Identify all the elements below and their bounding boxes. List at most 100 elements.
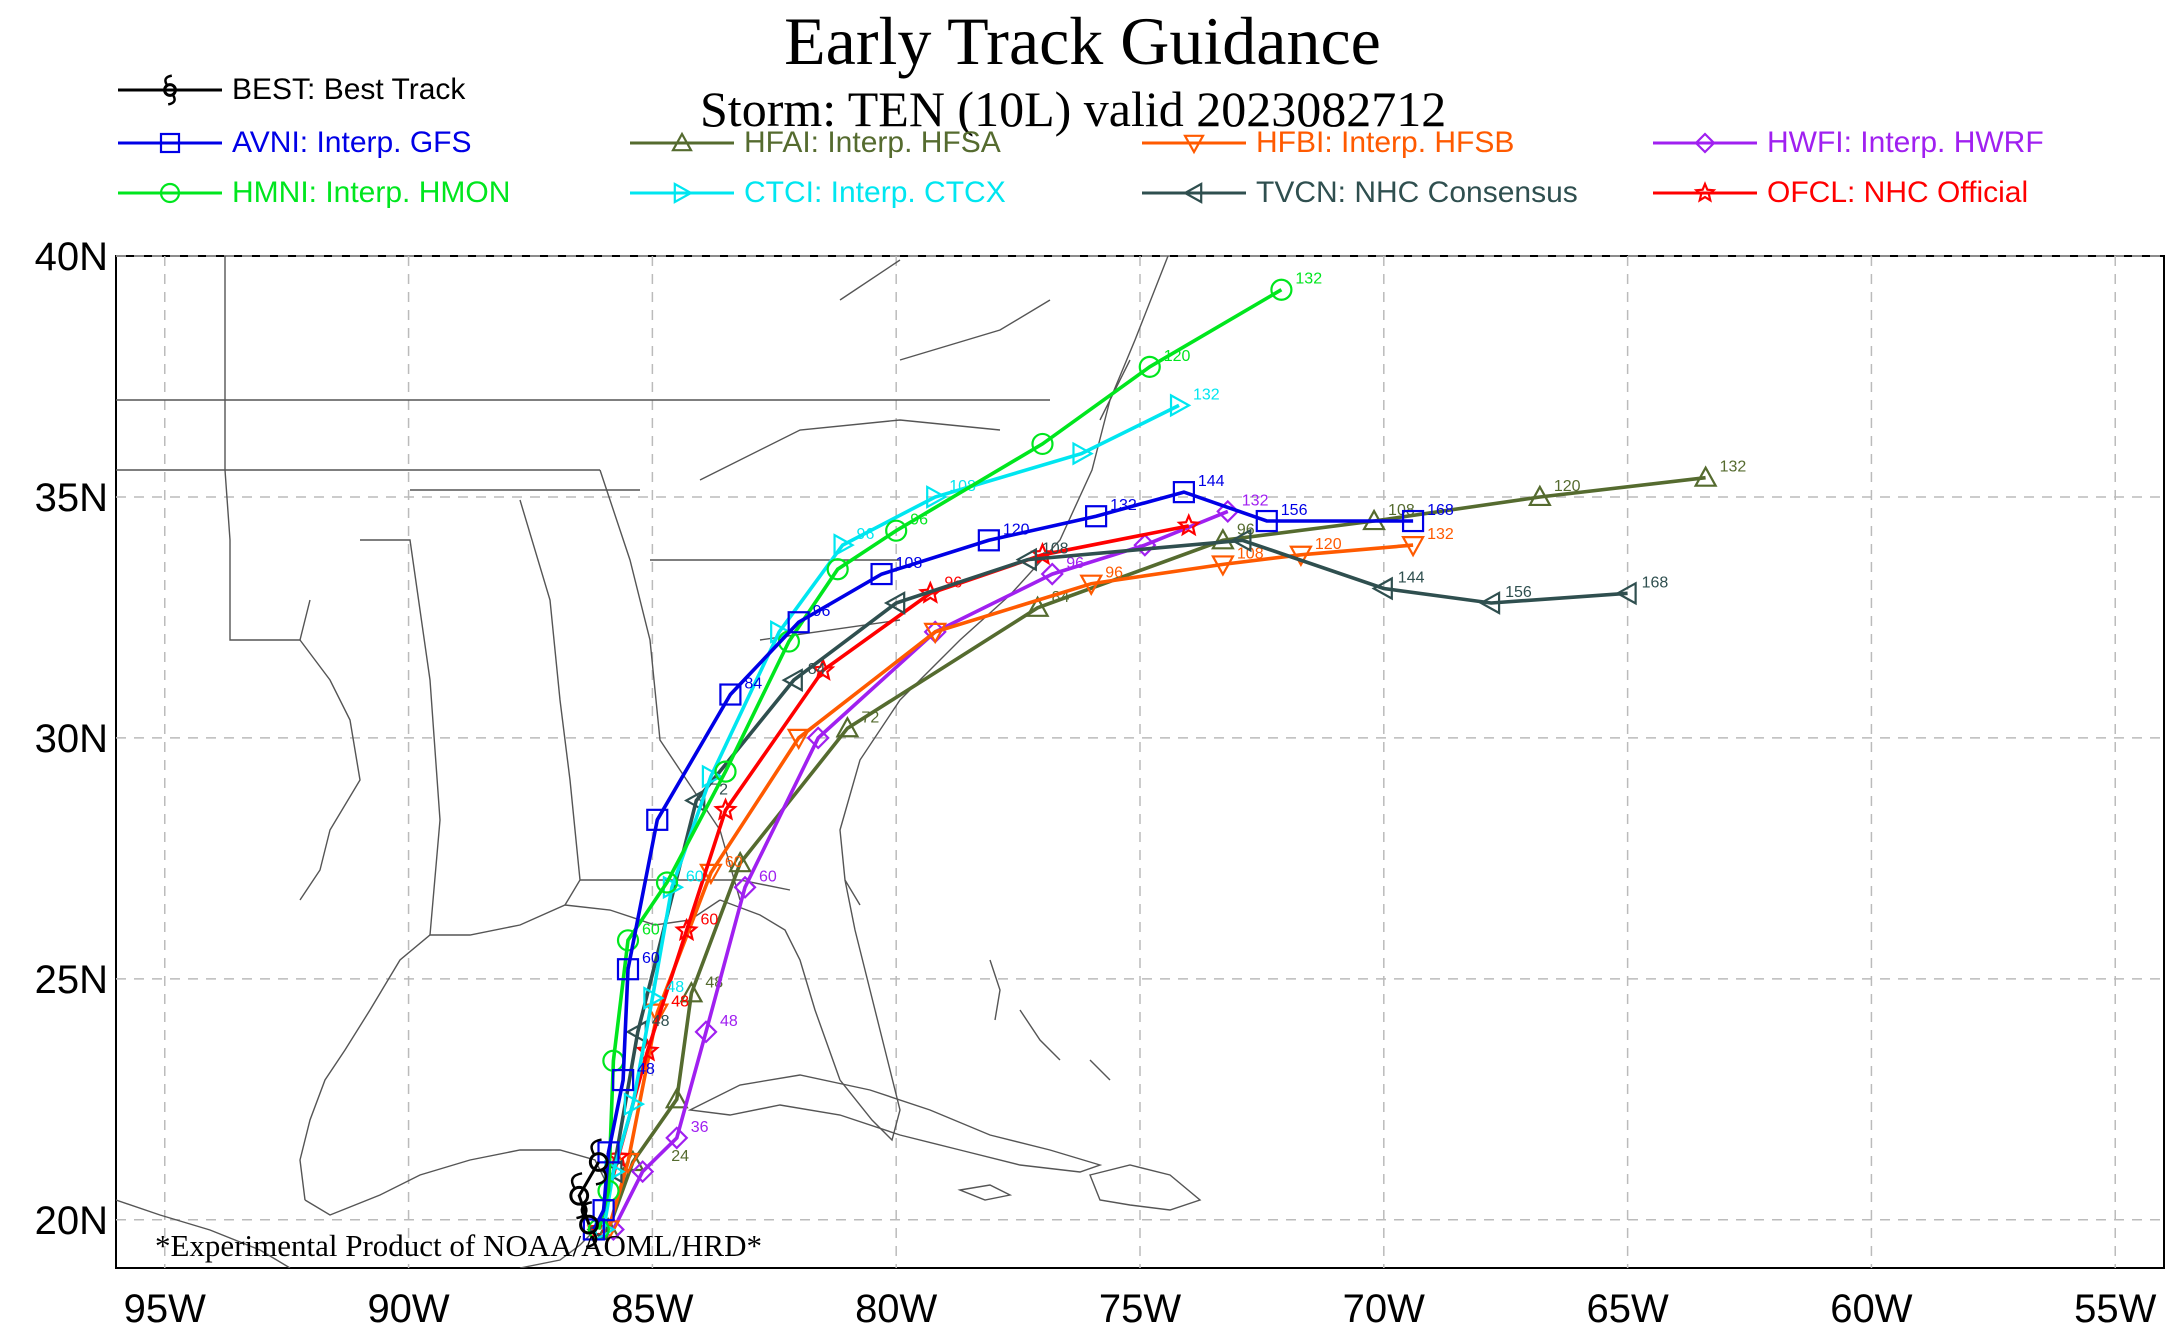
track-point bbox=[977, 529, 1000, 552]
legend: BEST: Best Track AVNI: Interp. GFS HFAI: I… bbox=[0, 0, 2165, 250]
forecast-hour-label: 168 bbox=[1427, 502, 1454, 519]
track-point bbox=[701, 764, 724, 789]
track-point bbox=[643, 986, 665, 1011]
track-point bbox=[1031, 432, 1054, 456]
forecast-hour-label: 168 bbox=[1642, 574, 1669, 591]
legend-marker bbox=[1183, 134, 1205, 155]
track-point bbox=[1025, 595, 1050, 617]
track-point bbox=[714, 760, 737, 783]
circle-icon bbox=[118, 182, 222, 204]
legend-label: HWFI: Interp. HWRF bbox=[1767, 126, 2044, 159]
forecast-hour-label: 132 bbox=[1427, 526, 1454, 543]
forecast-hour-label: 156 bbox=[1281, 502, 1308, 519]
legend-label: BEST: Best Track bbox=[232, 73, 466, 106]
track-point bbox=[612, 1068, 635, 1092]
forecast-hour-label: 36 bbox=[691, 1119, 709, 1136]
legend-item-tvcn: TVCN: NHC Consensus bbox=[1140, 175, 1578, 211]
track-point bbox=[679, 981, 704, 1003]
lat-tick-label: 20N bbox=[35, 1199, 108, 1243]
track-point bbox=[885, 519, 908, 542]
forecast-hour-label: 144 bbox=[1398, 570, 1425, 587]
track-point bbox=[664, 1087, 689, 1109]
hurricane-icon bbox=[118, 74, 222, 106]
legend-item-hfai: HFAI: Interp. HFSA bbox=[628, 125, 1001, 161]
track-point bbox=[870, 562, 893, 586]
forecast-hour-label: 132 bbox=[1110, 497, 1137, 514]
chart-subtitle: Storm: TEN (10L) valid 2023082712 bbox=[700, 81, 1447, 137]
lon-tick-label: 75W bbox=[1099, 1287, 1181, 1331]
forecast-hour-label: 132 bbox=[1193, 386, 1220, 403]
track-point bbox=[923, 622, 948, 645]
track-point bbox=[1085, 505, 1108, 528]
lat-tick-label: 40N bbox=[35, 235, 108, 279]
track-point bbox=[806, 726, 830, 750]
legend-marker bbox=[671, 131, 693, 152]
track-point bbox=[781, 668, 803, 692]
star-icon bbox=[1653, 181, 1757, 203]
forecast-hour-label: 144 bbox=[1198, 473, 1225, 490]
forecast-hour-label: 132 bbox=[1242, 492, 1269, 509]
legend-label: AVNI: Interp. GFS bbox=[232, 126, 472, 159]
chart-title: Early Track Guidance bbox=[784, 3, 1381, 79]
forecast-hour-label: 96 bbox=[910, 512, 928, 529]
diamond-icon bbox=[1653, 132, 1757, 154]
track-point bbox=[631, 1160, 655, 1184]
track-line bbox=[596, 538, 1628, 1230]
legend-label: TVCN: NHC Consensus bbox=[1256, 176, 1578, 209]
track-point bbox=[1133, 533, 1157, 557]
forecast-hour-label: 120 bbox=[1164, 348, 1191, 365]
legend-item-ofcl: OFCL: NHC Official bbox=[1651, 175, 2028, 211]
forecast-hour-label: 72 bbox=[861, 709, 879, 726]
track-point bbox=[883, 591, 906, 615]
triangle-right-icon bbox=[630, 182, 734, 204]
legend-item-ctci: CTCI: Interp. CTCX bbox=[628, 175, 1006, 211]
track-hwfi: 36 48 60 96 132 bbox=[601, 492, 1269, 1242]
forecast-hour-label: 132 bbox=[1295, 271, 1322, 288]
track-point bbox=[1401, 509, 1425, 533]
track-point bbox=[616, 958, 640, 981]
legend-label: HFAI: Interp. HFSA bbox=[744, 126, 1001, 159]
lon-tick-label: 60W bbox=[1830, 1287, 1912, 1331]
lat-tick-label: 30N bbox=[35, 717, 108, 761]
track-point bbox=[592, 1199, 615, 1222]
track-point bbox=[1401, 536, 1425, 558]
track-point bbox=[1211, 555, 1235, 577]
legend-label: CTCI: Interp. CTCX bbox=[744, 176, 1006, 209]
legend-item-hmni: HMNI: Interp. HMON bbox=[116, 175, 510, 211]
forecast-hour-label: 108 bbox=[1042, 541, 1069, 558]
track-point bbox=[1211, 528, 1235, 550]
lat-lon-grid bbox=[116, 255, 2164, 1268]
forecast-hour-label: 96 bbox=[1066, 555, 1084, 572]
lon-tick-label: 80W bbox=[855, 1287, 937, 1331]
track-point bbox=[1230, 528, 1252, 553]
track-line bbox=[606, 543, 1414, 1230]
track-line bbox=[601, 403, 1180, 1230]
forecast-hour-label: 96 bbox=[813, 603, 831, 620]
forecast-hour-label: 60 bbox=[759, 868, 777, 885]
track-point bbox=[623, 1092, 646, 1117]
track-point bbox=[1289, 545, 1313, 568]
legend-marker bbox=[163, 74, 177, 106]
forecast-hour-label: 60 bbox=[642, 950, 660, 967]
track-point bbox=[786, 728, 811, 751]
forecast-hour-label: 48 bbox=[671, 994, 689, 1011]
track-point bbox=[719, 683, 742, 706]
track-point bbox=[645, 1003, 670, 1025]
forecast-hour-label: 84 bbox=[808, 661, 826, 678]
forecast-hour-label: 120 bbox=[1315, 536, 1342, 553]
lon-tick-label: 95W bbox=[124, 1287, 206, 1331]
forecast-hour-label: 120 bbox=[1554, 478, 1581, 495]
track-line bbox=[611, 509, 1229, 1231]
track-point bbox=[926, 485, 948, 509]
track-point bbox=[1138, 355, 1161, 378]
forecast-hour-label: 96 bbox=[1105, 565, 1123, 582]
lat-tick-label: 35N bbox=[35, 476, 108, 520]
track-point bbox=[655, 871, 679, 894]
axis-labels: 95W 90W 85W 80W 75W 70W 65W 60W 55W 40N 35N 30N 25N 2… bbox=[35, 235, 2157, 1331]
forecast-hour-label: 60 bbox=[725, 854, 743, 871]
track-point bbox=[1072, 441, 1094, 466]
track-point bbox=[646, 808, 669, 831]
forecast-hour-label: 108 bbox=[1237, 545, 1264, 562]
